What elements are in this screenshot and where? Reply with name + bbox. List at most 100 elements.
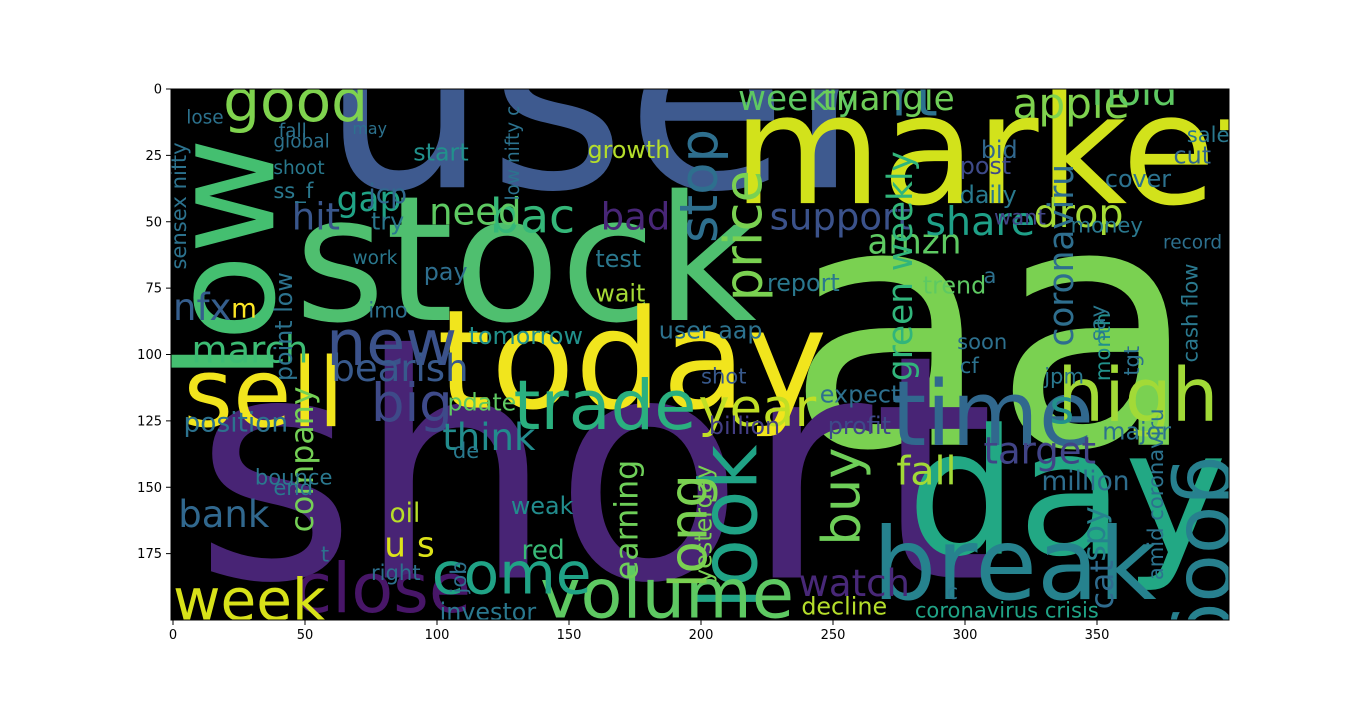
plot-background: [171, 89, 1229, 620]
word-pay: pay: [424, 258, 468, 286]
word-triangle: triangle: [822, 79, 954, 119]
word-cash-flow: cash flow: [1177, 263, 1202, 362]
word-amid-coronaviru: amid coronaviru: [1143, 408, 1168, 580]
word-profit: profit: [828, 412, 891, 440]
word-week: week: [173, 566, 326, 634]
word-weak: weak: [511, 492, 574, 520]
word-green-weekly: green weekly: [881, 151, 921, 381]
word-m: m: [231, 293, 257, 324]
word-bearish: bearish: [331, 347, 468, 390]
word-close: close: [294, 549, 471, 629]
x-tick-label: 0: [169, 628, 177, 643]
word-may: may: [353, 119, 387, 138]
y-tick-label: 0: [154, 83, 162, 98]
y-tick-label: 25: [145, 149, 162, 164]
word-need: need: [429, 190, 521, 233]
word-major: major: [1102, 417, 1171, 445]
word-cover: cover: [1105, 165, 1171, 193]
word-say: say: [1085, 305, 1110, 341]
word-start: start: [413, 139, 468, 167]
word-big: big: [371, 373, 453, 434]
word-growth: growth: [587, 136, 670, 164]
word-look: look: [682, 444, 775, 609]
word-post: post: [960, 152, 1011, 180]
word-hold: hold: [1092, 69, 1177, 115]
word-record: record: [1163, 232, 1222, 253]
word-pdate: pdate: [448, 388, 517, 416]
word-target: target: [983, 429, 1096, 472]
x-tick-label: 50: [297, 628, 314, 643]
word-bid: bid: [981, 136, 1018, 164]
word-shoot: shoot: [273, 158, 324, 179]
word-cut: cut: [1174, 141, 1212, 169]
word-short: short: [194, 290, 995, 652]
word-month: month: [1090, 313, 1115, 381]
word-sale: sale: [1187, 122, 1230, 147]
word-low-nifty-c: low nifty c: [503, 106, 524, 201]
word-jcp: jcp: [367, 179, 407, 210]
word-long: long: [658, 474, 719, 588]
word-sensex-nifty: sensex nifty: [166, 142, 191, 269]
word-position: position: [184, 407, 289, 438]
x-tick-label: 250: [821, 628, 846, 643]
word-price: price: [714, 170, 775, 301]
word-oil: oil: [389, 498, 420, 529]
word-shot: shot: [701, 364, 747, 389]
word-trend: trend: [923, 271, 986, 299]
word-fall: fall: [279, 121, 307, 142]
word-earning: earning: [610, 460, 646, 580]
x-tick-label: 300: [953, 628, 978, 643]
word-low: low: [141, 138, 307, 381]
word-yesterday: yesterday: [690, 465, 718, 583]
word-support: support: [770, 196, 912, 239]
word-global: global: [273, 131, 329, 152]
word-spy: spy: [1077, 506, 1113, 561]
word-rt: rt: [891, 62, 938, 130]
word-test: test: [595, 245, 641, 273]
word-bounce: bounce: [255, 465, 333, 490]
word-trade: trade: [514, 366, 697, 446]
word-good: good: [223, 67, 368, 135]
word-high: high: [1057, 353, 1218, 439]
y-tick-label: 150: [137, 481, 162, 496]
word-drop: drop: [1034, 191, 1124, 237]
word-right: right: [371, 560, 421, 585]
word-tomorrow: tomorrow: [469, 322, 583, 350]
word-weekly: weekly: [738, 79, 858, 119]
word-stock: stock: [294, 159, 756, 362]
word-investor: investor: [440, 598, 537, 626]
word-de: de: [453, 438, 479, 463]
y-axis: 0 25 50 75 100 125 150 175: [137, 83, 171, 562]
word-company: company: [285, 386, 321, 532]
word-nfx: nfx: [173, 286, 231, 329]
word-want: want: [994, 204, 1046, 229]
word-report: report: [767, 269, 840, 297]
word-gap: gap: [337, 180, 402, 220]
word-new: new: [326, 306, 457, 380]
y-tick-label: 175: [137, 547, 162, 562]
word-coronaviru: coronaviru: [1042, 164, 1082, 347]
y-tick-label: 75: [145, 282, 162, 297]
word-watch: watch: [799, 562, 910, 605]
word-apple: apple: [1013, 79, 1130, 128]
word-work: work: [353, 248, 398, 269]
word-bank: bank: [178, 493, 270, 536]
x-tick-label: 100: [425, 628, 450, 643]
x-tick-label: 200: [689, 628, 714, 643]
word-goog: goog: [1168, 455, 1261, 652]
word-share: share: [925, 199, 1035, 245]
word-wait: wait: [595, 279, 645, 307]
word-tgt: tgt: [1119, 346, 1144, 376]
word-t: t: [321, 542, 329, 567]
word-imo: imo: [368, 297, 407, 322]
word-amzn: amzn: [867, 223, 961, 263]
word-fall: fall: [896, 449, 956, 495]
word-user: user: [321, 0, 900, 250]
word-stop: stop: [669, 129, 730, 243]
word-expect: expect: [820, 380, 900, 408]
x-axis: 0 50 100 150 200 250 300 350: [169, 620, 1109, 643]
word-bad: bad: [601, 196, 671, 239]
word-hit: hit: [292, 196, 340, 239]
